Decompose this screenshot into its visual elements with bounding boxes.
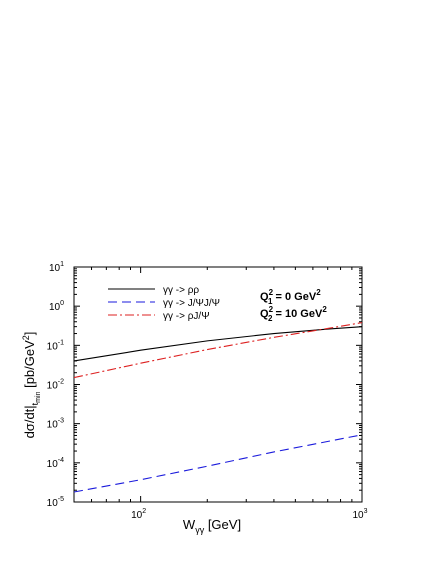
- series-line-1: [73, 434, 363, 493]
- legend-label-0: γγ -> ρρ: [163, 285, 199, 296]
- series-layer: [73, 322, 363, 493]
- y-axis-label-unit-sup: 2: [21, 335, 31, 340]
- legend-label-2: γγ -> ρJ/Ψ: [163, 311, 210, 322]
- legend-label-1: γγ -> J/ΨJ/Ψ: [163, 298, 220, 309]
- x-axis-label: Wγγ [GeV]: [183, 517, 241, 535]
- x-axis-label-unit: [GeV]: [204, 517, 241, 532]
- axis-ticks: 10-5 10-4 10-3 10-2 10-1 100 101 102 103: [47, 261, 368, 521]
- annotation-1: Q2 2 = 10 GeV2: [260, 305, 327, 323]
- y-tick-label: 10-5: [47, 496, 64, 509]
- y-tick-label: 10-4: [47, 457, 64, 470]
- y-axis-label: dσ/dt|tmin [pb/GeV2]: [21, 332, 42, 439]
- y-axis-label-unit: [pb/GeV: [22, 340, 37, 392]
- annotation-0: Q2 1 = 0 GeV2: [260, 288, 321, 306]
- y-axis-label-unit-end: ]: [22, 332, 37, 336]
- y-axis-label-subsub: min: [35, 391, 42, 402]
- y-tick-label: 101: [49, 261, 64, 274]
- x-axis-label-main: W: [183, 517, 196, 532]
- x-axis-label-sub: γγ: [195, 525, 205, 535]
- x-tick-label: 102: [131, 508, 146, 521]
- x-tick-label: 103: [352, 508, 367, 521]
- y-tick-label: 10-1: [47, 339, 64, 352]
- series-line-2: [73, 322, 363, 379]
- legend: γγ -> ρρ γγ -> J/ΨJ/Ψ γγ -> ρJ/Ψ: [108, 285, 220, 322]
- y-axis-label-main: dσ/dt|: [22, 405, 37, 438]
- y-tick-label: 100: [49, 300, 64, 313]
- series-line-0: [73, 326, 363, 362]
- y-axis-label-sub: t: [30, 402, 40, 405]
- y-tick-label: 10-3: [47, 418, 64, 431]
- y-tick-label: 10-2: [47, 379, 64, 392]
